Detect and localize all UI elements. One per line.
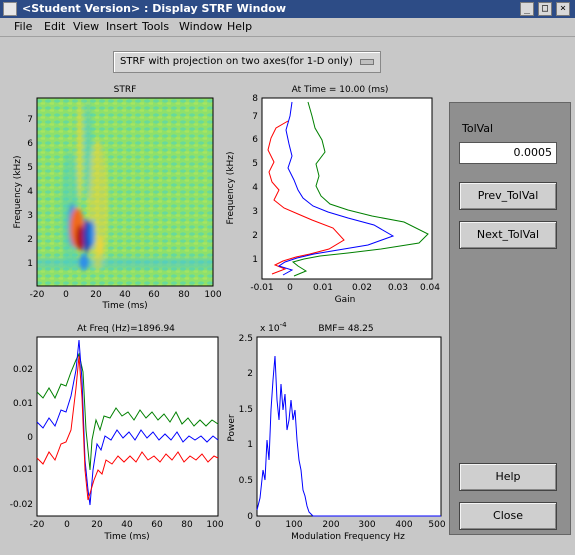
freq-proj-xlabel: Gain	[335, 295, 356, 305]
strf-x-ticks: -20 0 20 40 60 80 100	[30, 290, 222, 300]
strf-plot: STRF	[13, 85, 222, 311]
strf-xlabel: Time (ms)	[101, 301, 147, 311]
strf-ytick: 2	[27, 235, 33, 245]
freq-proj-xtick: 0	[287, 283, 293, 293]
strf-ytick: 6	[27, 139, 33, 149]
bmf-xtick: 100	[285, 520, 302, 530]
freq-proj-xtick: 0.03	[388, 283, 408, 293]
bmf-xtick: 500	[428, 520, 445, 530]
strf-ylabel: Frequency (kHz)	[13, 155, 23, 228]
time-proj-xtick: 40	[121, 520, 133, 530]
strf-xtick: 0	[63, 290, 69, 300]
time-proj-ytick: 0.01	[13, 465, 33, 475]
freq-proj-xtick: -0.01	[250, 283, 273, 293]
freq-proj-ytick: 4	[252, 183, 258, 193]
close-button[interactable]: Close	[459, 502, 557, 530]
time-proj-ytick: 0.02	[13, 365, 33, 375]
time-proj-xtick: 60	[151, 520, 163, 530]
time-proj-title: At Freq (Hz)=1896.94	[77, 324, 175, 334]
freq-proj-ytick: 5	[252, 159, 258, 169]
time-proj-ytick: -0.02	[10, 500, 33, 510]
tolval-label: TolVal	[462, 122, 493, 135]
freq-proj-xtick: 0.02	[352, 283, 372, 293]
bmf-ytick: 0.5	[239, 476, 253, 486]
strf-ytick: 7	[27, 115, 33, 125]
time-projection-plot: At Freq (Hz)=1896.94 0.02 0.01 0 0.01 -0…	[10, 324, 224, 542]
bmf-xtick: 0	[255, 520, 261, 530]
prev-tolval-button[interactable]: Prev_TolVal	[459, 182, 557, 210]
bmf-y-ticks: 0 0.5 1 1.5 2 2.5	[239, 334, 254, 522]
freq-proj-ytick: 6	[252, 135, 258, 145]
freq-proj-y-ticks: 1 2 3 4 5 6 7 8	[252, 94, 258, 265]
bmf-ylabel: Power	[227, 414, 237, 442]
freq-proj-ytick: 8	[252, 94, 258, 104]
next-tolval-button[interactable]: Next_TolVal	[459, 221, 557, 249]
bmf-xtick: 300	[358, 520, 375, 530]
strf-ytick: 4	[27, 187, 33, 197]
strf-ytick: 3	[27, 211, 33, 221]
strf-ytick: 1	[27, 259, 33, 269]
time-proj-ytick: 0	[27, 433, 33, 443]
strf-xtick: 100	[204, 290, 221, 300]
time-proj-ytick: 0.01	[13, 399, 33, 409]
bmf-ytick: 1.5	[239, 405, 253, 415]
freq-proj-xtick: 0.01	[313, 283, 333, 293]
freq-proj-x-ticks: -0.01 0 0.01 0.02 0.03 0.04	[250, 283, 440, 293]
bmf-xlabel: Modulation Frequency Hz	[291, 532, 405, 542]
time-proj-xtick: 0	[64, 520, 70, 530]
help-button[interactable]: Help	[459, 463, 557, 491]
strf-xtick: -20	[30, 290, 45, 300]
bmf-ytick: 0	[247, 512, 253, 522]
time-proj-xtick: 100	[206, 520, 223, 530]
freq-proj-ytick: 7	[252, 112, 258, 122]
freq-proj-ylabel: Frequency (kHz)	[226, 151, 236, 224]
strf-title: STRF	[114, 85, 137, 95]
bmf-title: BMF= 48.25	[318, 324, 373, 334]
freq-proj-ytick: 2	[252, 231, 258, 241]
time-proj-xlabel: Time (ms)	[103, 532, 149, 542]
time-proj-xtick: -20	[30, 520, 45, 530]
bmf-plot: x 10-4 BMF= 48.25 0 0.5 1 1.5 2 2.5 0 10…	[227, 321, 446, 542]
strf-image	[37, 98, 213, 286]
freq-proj-xtick: 0.04	[420, 283, 440, 293]
strf-xtick: 20	[90, 290, 102, 300]
freq-projection-plot: At Time = 10.00 (ms) 1 2 3 4 5 6 7 8 -0.…	[226, 85, 440, 305]
freq-proj-ytick: 3	[252, 207, 258, 217]
time-proj-xtick: 20	[91, 520, 103, 530]
time-proj-xtick: 80	[181, 520, 193, 530]
bmf-ytick: 2	[247, 369, 253, 379]
freq-proj-ytick: 1	[252, 255, 258, 265]
bmf-ytick: 2.5	[239, 334, 253, 344]
strf-ytick: 5	[27, 163, 33, 173]
freq-proj-title: At Time = 10.00 (ms)	[292, 85, 389, 95]
strf-xtick: 80	[178, 290, 190, 300]
strf-xtick: 60	[148, 290, 160, 300]
bmf-x-ticks: 0 100 200 300 400 500	[255, 520, 446, 530]
strf-xtick: 40	[119, 290, 131, 300]
bmf-exponent: x 10-4	[260, 321, 287, 334]
time-proj-x-ticks: -20 0 20 40 60 80 100	[30, 520, 224, 530]
bmf-xtick: 200	[322, 520, 339, 530]
strf-y-ticks: 1 2 3 4 5 6 7	[27, 115, 33, 269]
time-proj-y-ticks: 0.02 0.01 0 0.01 -0.02	[10, 365, 34, 510]
bmf-ytick: 1	[247, 440, 253, 450]
tolval-input[interactable]: 0.0005	[459, 142, 557, 164]
bmf-xtick: 400	[395, 520, 412, 530]
